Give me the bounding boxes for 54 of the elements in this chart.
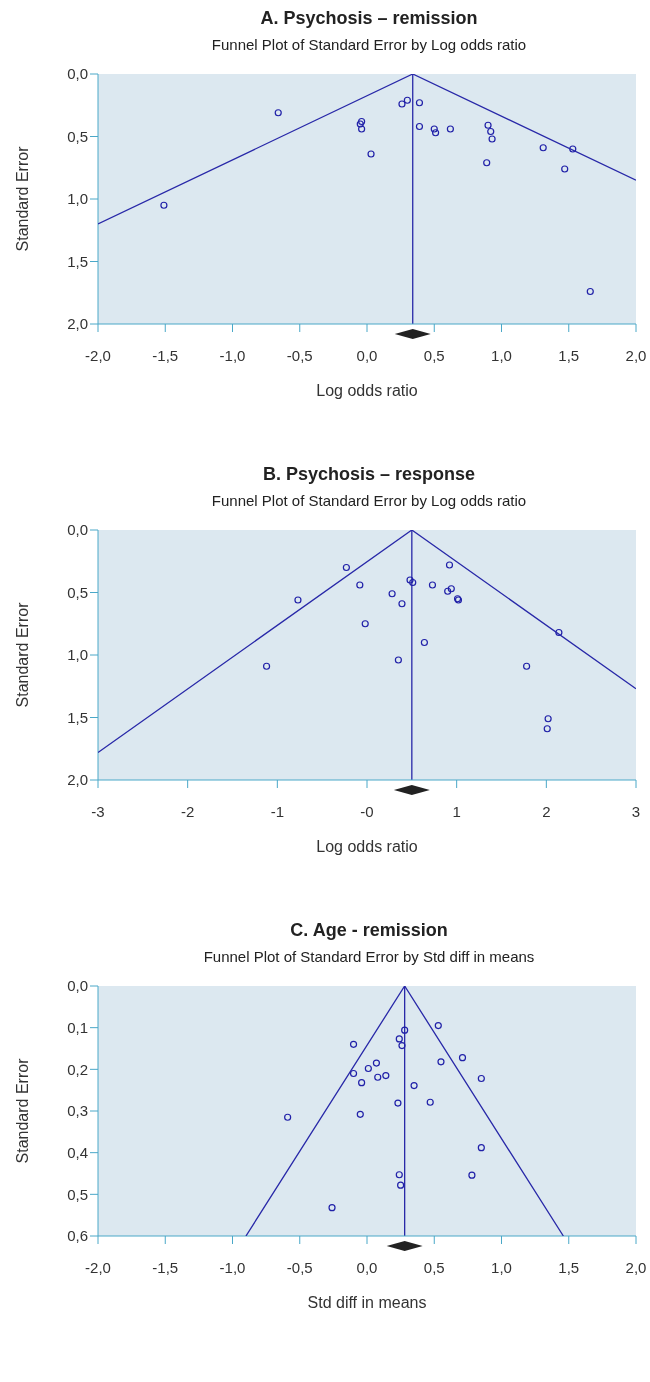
- chart-title: A. Psychosis – remission: [259, 8, 479, 30]
- y-tick-label: 0,3: [67, 1102, 88, 1120]
- x-tick-label: -1,0: [219, 346, 246, 364]
- chart-subtitle: Funnel Plot of Standard Error by Log odds ratio: [210, 492, 528, 511]
- y-tick-label: 0,5: [67, 1185, 88, 1203]
- x-tick-label: -2,0: [85, 346, 111, 364]
- y-tick-label: 0,1: [67, 1018, 88, 1036]
- chart-subtitle: Funnel Plot of Standard Error by Std diff in means: [202, 948, 536, 967]
- y-axis-title: Standard Error: [13, 601, 31, 708]
- x-tick-label: 3: [631, 802, 641, 820]
- x-tick-label: 0,0: [356, 346, 378, 364]
- x-tick-label: 2: [542, 802, 551, 820]
- y-tick-label: 1,5: [67, 252, 88, 270]
- x-tick-label: -2: [180, 802, 195, 820]
- x-tick-label: 1,5: [558, 346, 580, 364]
- x-tick-label: 1,0: [491, 346, 512, 364]
- y-tick-label: 0,6: [67, 1227, 88, 1245]
- y-tick-label: 0,5: [67, 583, 88, 601]
- chart-subtitle: Funnel Plot of Standard Error by Log odds ratio: [210, 36, 528, 55]
- y-tick-label: 0,0: [67, 977, 88, 995]
- y-axis-title: Standard Error: [13, 145, 31, 252]
- y-tick-label: 1,5: [67, 708, 88, 726]
- x-axis-title: Log odds ratio: [316, 838, 418, 855]
- x-tick-label: 2,0: [625, 346, 647, 364]
- x-tick-label: 1,0: [491, 1258, 512, 1276]
- y-tick-label: 2,0: [67, 771, 88, 789]
- x-tick-label: 2,0: [625, 1258, 647, 1276]
- x-tick-label: -1,0: [219, 1258, 246, 1276]
- x-tick-label: -0,5: [286, 346, 313, 364]
- y-tick-label: 0,0: [67, 521, 88, 539]
- x-tick-label: -2,0: [85, 1258, 111, 1276]
- x-tick-label: -3: [91, 802, 105, 820]
- y-tick-label: 0,5: [67, 127, 88, 145]
- x-axis-title: Std diff in means: [307, 1294, 427, 1311]
- chart-title: C. Age - remission: [289, 920, 449, 942]
- y-tick-label: 1,0: [67, 646, 88, 664]
- x-tick-label: -0,5: [286, 1258, 313, 1276]
- y-tick-label: 1,0: [67, 190, 88, 208]
- x-tick-label: 0,0: [356, 1258, 378, 1276]
- y-axis-title: Standard Error: [13, 1057, 31, 1164]
- x-tick-label: 1: [452, 802, 461, 820]
- y-tick-label: 0,0: [67, 65, 88, 83]
- y-tick-label: 2,0: [67, 315, 88, 333]
- chart-title: B. Psychosis – response: [261, 464, 477, 486]
- x-tick-label: -1,5: [152, 346, 179, 364]
- x-tick-label: 1,5: [558, 1258, 580, 1276]
- y-tick-label: 0,4: [67, 1143, 88, 1161]
- x-tick-label: 0,5: [423, 1258, 445, 1276]
- x-tick-label: -1: [270, 802, 285, 820]
- y-tick-label: 0,2: [67, 1060, 88, 1078]
- x-tick-label: -0: [360, 802, 374, 820]
- x-tick-label: -1,5: [152, 1258, 179, 1276]
- x-axis-title: Log odds ratio: [316, 382, 418, 399]
- x-tick-label: 0,5: [423, 346, 445, 364]
